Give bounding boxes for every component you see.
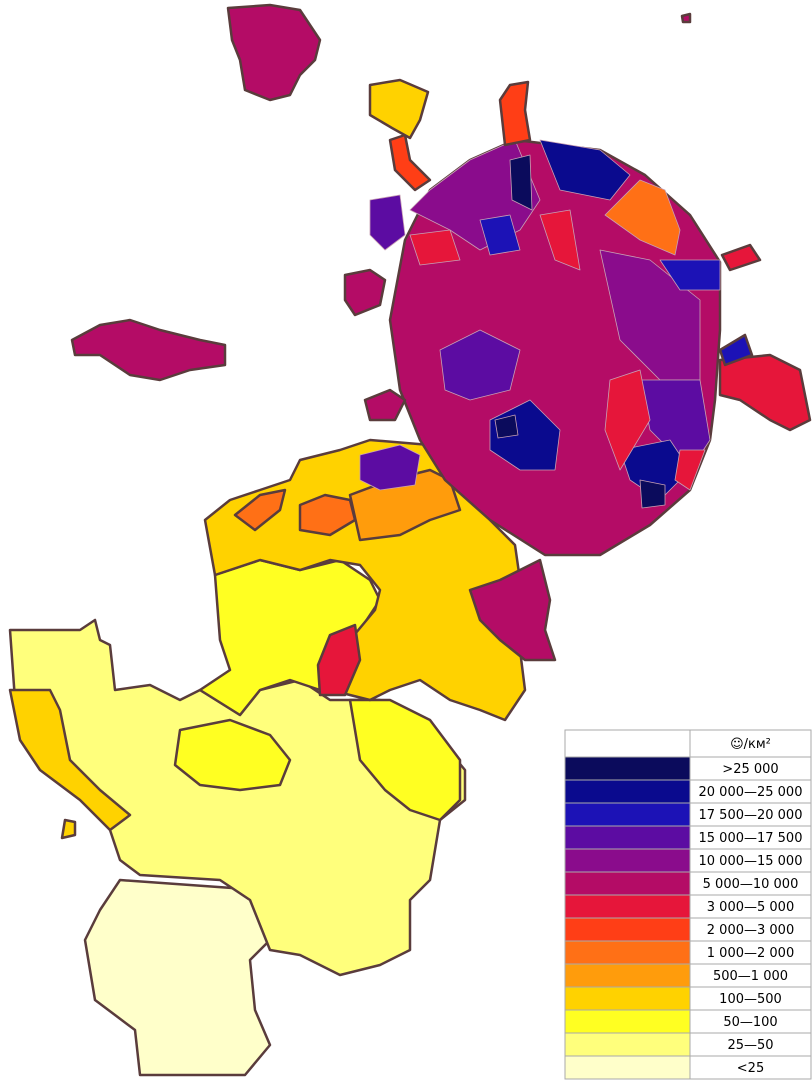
region	[70, 318, 227, 382]
region	[619, 439, 691, 501]
legend-label-cell	[689, 1055, 812, 1080]
legend-swatch	[564, 756, 691, 781]
region	[720, 243, 762, 272]
legend-label: 2 000—3 000	[707, 923, 794, 938]
region	[388, 133, 432, 192]
legend-label: 15 000—17 500	[699, 831, 803, 846]
region	[680, 12, 692, 24]
region	[226, 3, 322, 102]
region	[539, 209, 581, 271]
region	[509, 154, 533, 211]
legend-label: 50—100	[723, 1015, 777, 1030]
legend-label: 10 000—15 000	[699, 854, 803, 869]
legend: ☺/км² >25 000 20 000—25 000 17 500—20 000 15…	[564, 729, 812, 1080]
region	[359, 444, 421, 491]
legend-swatch	[564, 917, 691, 942]
region	[479, 214, 521, 256]
region	[368, 78, 430, 140]
region	[439, 329, 521, 401]
region	[363, 388, 407, 422]
region	[539, 139, 631, 201]
legend-label: 25—50	[727, 1038, 773, 1053]
legend-label: <25	[737, 1061, 764, 1076]
legend-label: 17 500—20 000	[699, 808, 803, 823]
region	[674, 449, 706, 491]
region	[498, 80, 532, 147]
region	[83, 878, 282, 1077]
region	[604, 369, 651, 471]
region	[409, 229, 461, 266]
region	[173, 718, 292, 792]
legend-swatch	[564, 894, 691, 919]
region	[369, 194, 406, 251]
region	[348, 698, 462, 822]
legend-swatch	[564, 779, 691, 804]
legend-swatch	[564, 825, 691, 850]
legend-swatch	[564, 1055, 691, 1080]
legend-header-cell	[689, 729, 812, 758]
legend-swatch	[564, 1009, 691, 1034]
region	[659, 259, 721, 291]
region	[316, 623, 362, 697]
map-regions	[8, 3, 812, 1077]
region	[718, 333, 754, 367]
legend-label: 20 000—25 000	[699, 785, 803, 800]
region	[343, 268, 387, 317]
legend-label: 3 000—5 000	[707, 900, 794, 915]
legend-label: 5 000—10 000	[703, 877, 799, 892]
legend-swatch	[564, 802, 691, 827]
region	[468, 558, 557, 662]
legend-swatch	[564, 848, 691, 873]
legend-swatch	[564, 963, 691, 988]
legend-label: 100—500	[719, 992, 782, 1007]
region	[8, 688, 132, 832]
region	[298, 493, 357, 537]
legend-swatch	[564, 986, 691, 1011]
legend-label: 1 000—2 000	[707, 946, 794, 961]
region	[604, 179, 681, 256]
legend-swatch	[564, 940, 691, 965]
region	[718, 353, 812, 432]
legend-swatch	[564, 871, 691, 896]
region	[233, 488, 287, 532]
legend-label: >25 000	[722, 762, 778, 777]
region	[60, 818, 77, 840]
legend-swatch	[564, 1032, 691, 1057]
legend-header: ☺/км²	[730, 737, 771, 752]
legend-label: 500—1 000	[713, 969, 788, 984]
region	[639, 479, 666, 509]
region	[494, 414, 519, 439]
